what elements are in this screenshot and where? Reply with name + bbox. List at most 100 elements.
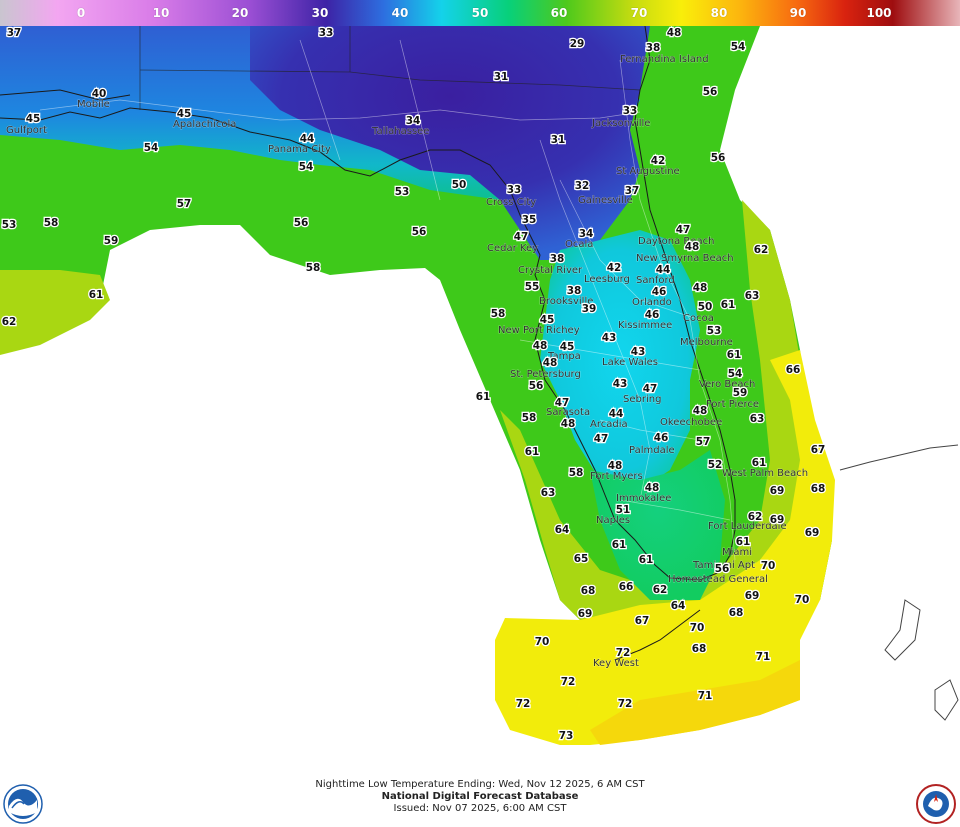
temp-label: 53 — [707, 325, 722, 337]
yellow-zone — [495, 350, 835, 745]
city-cocoa: Cocoa — [683, 313, 714, 324]
city-west-palm-beach: West Palm Beach — [722, 468, 808, 479]
bahamas-outline — [839, 444, 959, 721]
central-zone — [540, 230, 700, 490]
temp-label: 34 — [406, 115, 421, 127]
temp-label: 35 — [522, 214, 537, 226]
colorbar-label-80: 80 — [710, 6, 728, 20]
colorbar-label-60: 60 — [550, 6, 568, 20]
city-homestead-general: Homestead General — [668, 574, 768, 585]
temp-label: 57 — [177, 198, 192, 210]
colorbar-label-50: 50 — [471, 6, 489, 20]
city-new-port-richey: New Port Richey — [498, 325, 580, 336]
temp-label: 48 — [561, 418, 576, 430]
city-st-augustine: St Augustine — [616, 166, 680, 177]
city-tamiami-apt: Tamiami Apt — [692, 560, 755, 571]
temp-label: 51 — [616, 504, 631, 516]
temp-label: 66 — [786, 364, 801, 376]
temp-label: 42 — [651, 155, 666, 167]
temp-label: 61 — [525, 446, 540, 458]
city-fernandina-island: Fernandina Island — [620, 54, 709, 65]
temp-label: 50 — [698, 301, 713, 313]
temp-label: 55 — [525, 281, 540, 293]
temp-label: 61 — [752, 457, 767, 469]
city-kissimmee: Kissimmee — [618, 320, 672, 331]
temp-label: 43 — [613, 378, 628, 390]
colorbar-label-0: 0 — [76, 6, 86, 20]
south-zone — [590, 450, 725, 600]
temp-label: 53 — [2, 219, 17, 231]
temp-label: 43 — [602, 332, 617, 344]
noaa-logo-icon — [3, 784, 43, 824]
temp-label: 69 — [770, 485, 785, 497]
temp-label: 32 — [575, 180, 590, 192]
temp-label: 33 — [507, 184, 522, 196]
temp-label: 38 — [646, 42, 661, 54]
city-apalachicola: Apalachicola — [173, 119, 236, 130]
city-naples: Naples — [596, 515, 630, 526]
colorbar-label-30: 30 — [311, 6, 329, 20]
city-crystal-river: Crystal River — [518, 265, 583, 276]
temp-label: 72 — [561, 676, 576, 688]
temp-label: 47 — [555, 397, 570, 409]
temp-label: 63 — [541, 487, 556, 499]
temp-label: 69 — [770, 514, 785, 526]
colorbar-label-20: 20 — [231, 6, 249, 20]
city-key-west: Key West — [593, 658, 639, 669]
temp-label: 48 — [645, 482, 660, 494]
coastline — [0, 26, 736, 581]
city-sebring: Sebring — [623, 394, 661, 405]
city-miami: Miami — [722, 547, 752, 558]
temp-label: 40 — [92, 88, 107, 100]
temp-label: 69 — [578, 608, 593, 620]
temp-label: 64 — [555, 524, 570, 536]
temp-label: 57 — [696, 436, 711, 448]
city-tallahassee: Tallahassee — [371, 126, 429, 137]
city-arcadia: Arcadia — [590, 419, 628, 430]
temp-label: 56 — [715, 563, 730, 575]
temp-label: 44 — [609, 408, 624, 420]
temp-label: 31 — [551, 134, 566, 146]
city-fort-lauderdale: Fort Lauderdale — [708, 521, 787, 532]
temp-label: 61 — [736, 536, 751, 548]
temp-label: 69 — [745, 590, 760, 602]
temp-label: 61 — [476, 391, 491, 403]
temp-label: 58 — [522, 412, 537, 424]
temp-label: 61 — [639, 554, 654, 566]
temp-label: 43 — [631, 346, 646, 358]
roads — [39, 39, 736, 561]
temp-label: 68 — [729, 607, 744, 619]
temp-label: 50 — [452, 179, 467, 191]
temp-label: 48 — [693, 282, 708, 294]
temp-label: 38 — [550, 253, 565, 265]
temp-label: 70 — [535, 636, 550, 648]
city-fort-myers: Fort Myers — [590, 471, 643, 482]
temperature-colorbar: 0 10 20 30 40 50 60 70 80 90 100 — [0, 0, 960, 26]
city-ocala: Ocala — [565, 239, 593, 250]
city-labels: Mobile Gulfport Panama City Tallahassee … — [6, 54, 809, 670]
temp-label: 56 — [294, 217, 309, 229]
temp-label: 45 — [540, 314, 555, 326]
temp-label: 68 — [811, 483, 826, 495]
temp-label: 59 — [104, 235, 119, 247]
temp-label: 46 — [652, 286, 667, 298]
colorbar-label-10: 10 — [152, 6, 170, 20]
temp-label: 45 — [26, 113, 41, 125]
temp-label: 72 — [618, 698, 633, 710]
colorbar-label-90: 90 — [789, 6, 807, 20]
forecast-valid-time: Nighttime Low Temperature Ending: Wed, N… — [315, 779, 645, 790]
city-orlando: Orlando — [632, 297, 672, 308]
temp-label: 61 — [721, 299, 736, 311]
issued-time: Issued: Nov 07 2025, 6:00 AM CST — [393, 803, 567, 814]
temp-label: 56 — [529, 380, 544, 392]
temp-label: 38 — [567, 285, 582, 297]
nws-logo-icon — [916, 784, 956, 824]
temp-label: 62 — [748, 511, 763, 523]
city-cross-city: Cross City — [486, 197, 536, 208]
temp-label: 53 — [395, 186, 410, 198]
temp-label: 61 — [612, 539, 627, 551]
city-cedar-key: Cedar Key — [487, 243, 538, 254]
temp-label: 44 — [300, 133, 315, 145]
temp-label: 56 — [412, 226, 427, 238]
temp-label: 33 — [319, 27, 334, 39]
